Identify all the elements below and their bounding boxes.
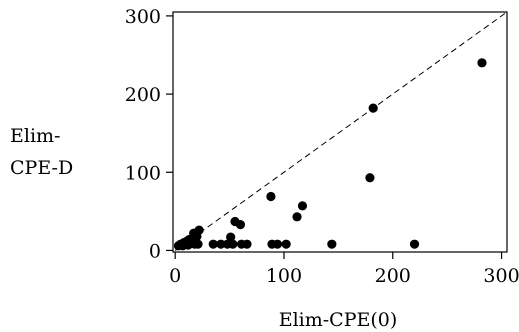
y-axis-label-line-2: CPE-D [10, 157, 73, 179]
data-point [193, 239, 203, 249]
x-tick-label: 200 [375, 265, 411, 287]
axis-ticks: 0 100 200 300 0 100 200 300 [125, 6, 519, 287]
data-point [208, 239, 218, 249]
data-point [365, 173, 375, 183]
y-tick-label: 300 [125, 6, 161, 28]
data-point [297, 201, 308, 211]
data-point [409, 239, 420, 249]
y-tick-label: 0 [149, 240, 161, 262]
data-point [228, 239, 238, 249]
data-point [272, 239, 283, 249]
y-tick-label: 100 [125, 162, 161, 184]
data-point [242, 239, 252, 249]
data-point [235, 220, 246, 230]
data-point [327, 239, 337, 249]
x-tick-label: 0 [169, 265, 181, 287]
data-point [292, 212, 302, 222]
data-point [477, 58, 487, 68]
data-point [216, 239, 226, 249]
plot-frame [172, 11, 508, 253]
data-points [173, 58, 487, 251]
reference-line-y-equals-x [174, 11, 508, 251]
data-point [281, 239, 291, 249]
data-point [194, 225, 204, 235]
y-axis-label-line-1: Elim- [10, 125, 60, 147]
data-point [266, 191, 276, 202]
data-point [368, 103, 378, 113]
x-axis-label: Elim-CPE(0) [279, 309, 398, 331]
x-tick-label: 100 [266, 265, 302, 287]
y-tick-label: 200 [125, 84, 161, 106]
x-tick-label: 300 [483, 265, 519, 287]
data-point [226, 232, 236, 242]
